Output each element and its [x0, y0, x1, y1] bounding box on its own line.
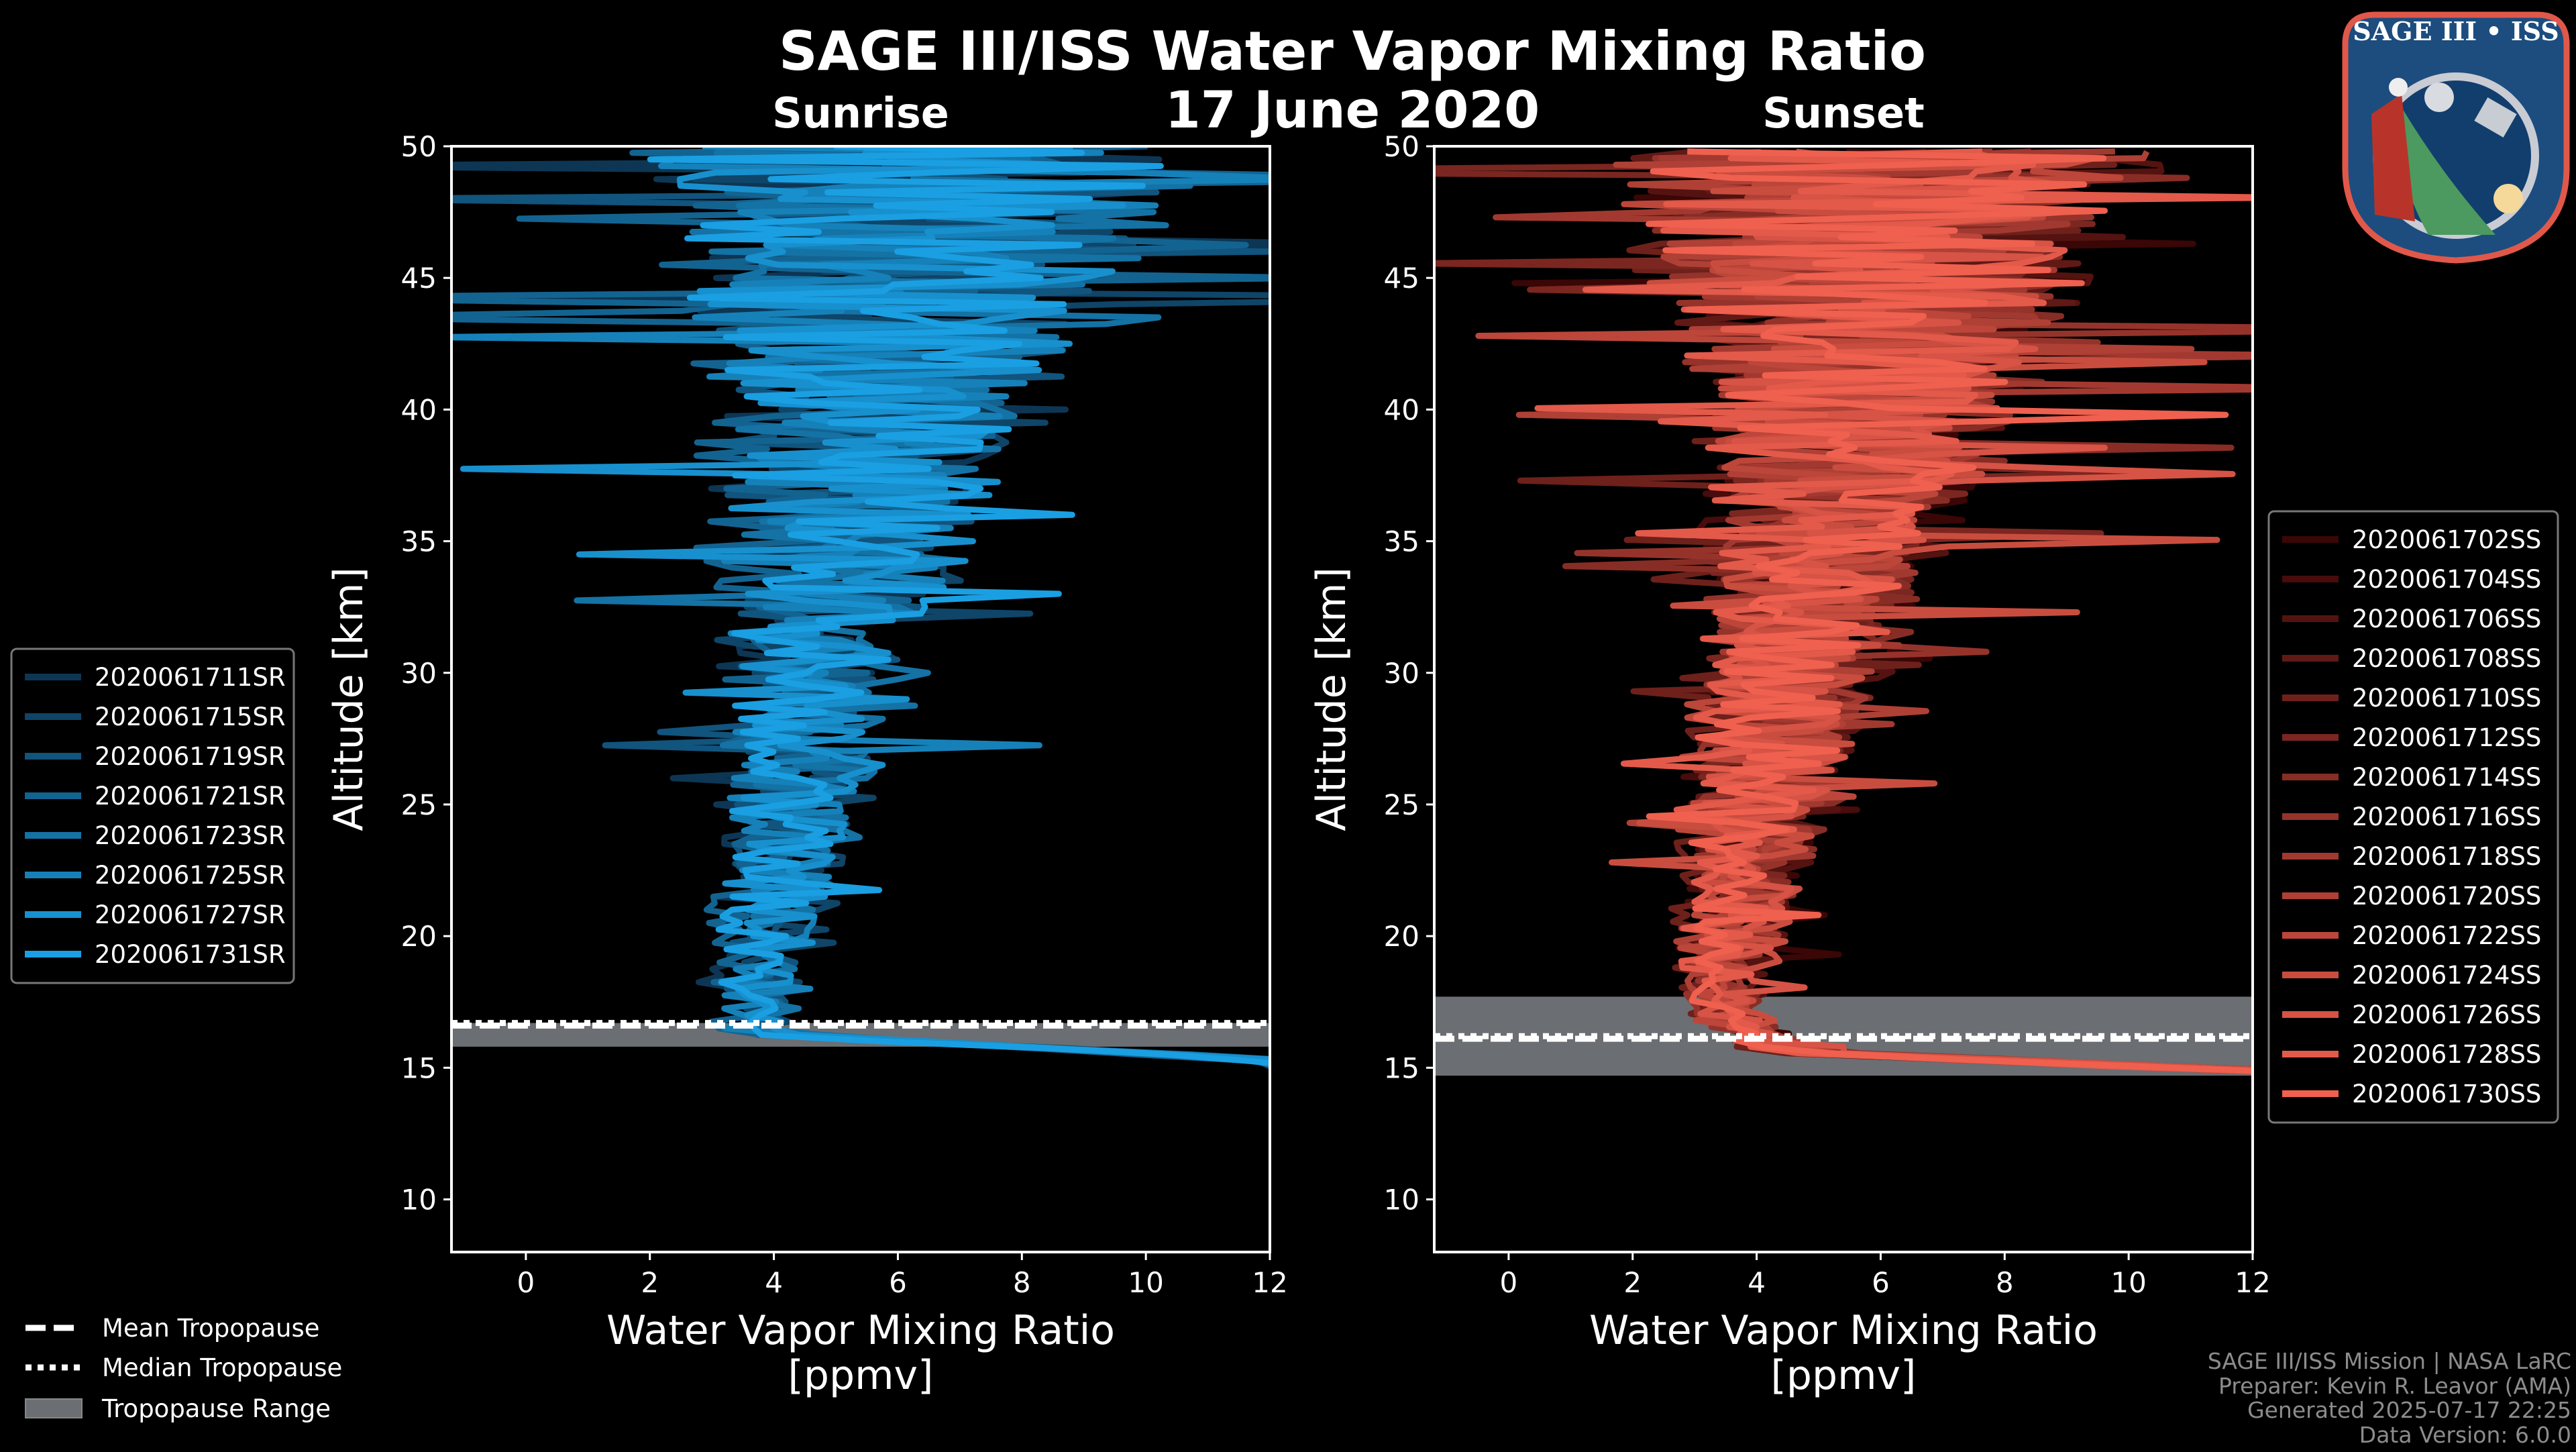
sunrise-panel: 0 2 4 6 8 10 12 10 15 20 25 30 35 40 45 50 Water Vapor M…	[325, 130, 1288, 1399]
y-tick-label: 40	[401, 393, 437, 426]
profile-line-2020061730SS	[1646, 148, 2253, 1074]
panel-title-sunrise: Sunrise	[772, 89, 949, 138]
x-tick-label: 10	[2110, 1266, 2146, 1299]
legend-label: 2020061714SS	[2352, 763, 2541, 792]
axes-frame	[1433, 145, 2254, 1253]
plot-area	[1434, 148, 2253, 1076]
legend-label: 2020061730SS	[2352, 1080, 2541, 1108]
legend-label: 2020061725SR	[95, 861, 286, 890]
legend-label: 2020061722SS	[2352, 921, 2541, 950]
legend-label: 2020061702SS	[2352, 525, 2541, 554]
profile-line-2020061728SS	[1534, 148, 2253, 1074]
y-tick-label: 45	[401, 262, 437, 295]
x-axis-label: Water Vapor Mixing Ratio	[1589, 1307, 2098, 1354]
y-axis-label: Altitude [km]	[325, 567, 372, 831]
median-tropopause-label: Median Tropopause	[102, 1353, 342, 1382]
y-tick-label: 30	[401, 657, 437, 690]
y-tick-label: 20	[401, 920, 437, 953]
mean-tropopause-label: Mean Tropopause	[102, 1314, 320, 1343]
x-tick-label: 12	[1252, 1266, 1287, 1299]
x-tick-label: 6	[889, 1266, 907, 1299]
sage-iii-iss-mission-logo: SAGE III • ISS	[2342, 11, 2570, 264]
x-tick-label: 12	[2235, 1266, 2270, 1299]
credits: SAGE III/ISS Mission | NASA LaRC Prepare…	[2208, 1348, 2571, 1448]
y-tick-label: 15	[1384, 1051, 1419, 1084]
x-tick-label: 10	[1128, 1266, 1163, 1299]
legend-label: 2020061724SS	[2352, 961, 2541, 990]
legend-box	[2267, 510, 2559, 1124]
x-tick-label: 0	[517, 1266, 535, 1299]
legend-label: 2020061708SS	[2352, 644, 2541, 673]
series-legend: 2020061702SS 2020061704SS 2020061706SS 2020…	[2267, 510, 2559, 1124]
y-axis-label: Altitude [km]	[1308, 567, 1355, 831]
panel-title-sunset: Sunset	[1762, 89, 1925, 138]
figure-title: SAGE III/ISS Water Vapor Mixing Ratio	[779, 20, 1926, 83]
tropopause-legend: Mean Tropopause Median Tropopause Tropop…	[25, 1314, 342, 1423]
legend-label: 2020061731SR	[95, 940, 286, 969]
logo-moon	[2424, 83, 2454, 112]
legend-label: 2020061715SR	[95, 703, 286, 731]
x-tick-label: 8	[1996, 1266, 2014, 1299]
legend-label: 2020061721SR	[95, 782, 286, 811]
y-tick-label: 40	[1384, 393, 1419, 426]
y-tick-label: 15	[401, 1051, 437, 1084]
legend-label: 2020061728SS	[2352, 1040, 2541, 1069]
profile-line-2020061731SR	[647, 146, 1270, 1067]
series-legend: 2020061711SR 2020061715SR 2020061719SR 2020…	[10, 647, 295, 984]
y-tick-label: 45	[1384, 262, 1419, 295]
credit-line: Preparer: Kevin R. Leavor (AMA)	[2218, 1373, 2571, 1399]
credit-line: SAGE III/ISS Mission | NASA LaRC	[2208, 1348, 2571, 1374]
legend-label: 2020061711SR	[95, 663, 286, 692]
y-tick-label: 30	[1384, 657, 1419, 690]
logo-text: SAGE III • ISS	[2353, 16, 2559, 46]
legend-label: 2020061710SS	[2352, 684, 2541, 713]
credit-line: Generated 2025-07-17 22:25	[2247, 1397, 2571, 1423]
x-axis-label: Water Vapor Mixing Ratio	[606, 1307, 1115, 1354]
x-axis-label-units: [ppmv]	[1771, 1352, 1917, 1399]
x-axis-label-units: [ppmv]	[788, 1352, 934, 1399]
logo-earth	[2398, 107, 2496, 235]
tropopause-range-swatch	[25, 1398, 83, 1418]
x-tick-label: 4	[1748, 1266, 1766, 1299]
legend-label: 2020061704SS	[2352, 565, 2541, 594]
y-tick-label: 50	[1384, 130, 1419, 163]
legend-label: 2020061706SS	[2352, 605, 2541, 633]
legend-label: 2020061719SR	[95, 742, 286, 771]
logo-staff-orb	[2389, 78, 2408, 97]
legend-box	[10, 647, 295, 984]
tropopause-range-label: Tropopause Range	[101, 1394, 331, 1423]
x-tick-label: 6	[1872, 1266, 1890, 1299]
y-tick-label: 25	[401, 788, 437, 821]
x-tick-label: 4	[765, 1266, 783, 1299]
figure-date: 17 June 2020	[1165, 80, 1540, 140]
sunset-panel: 0 2 4 6 8 10 12 10 15 20 25 30 35 40 45 50 Water Vapor M…	[1308, 130, 2271, 1399]
x-tick-label: 2	[1623, 1266, 1642, 1299]
plot-area	[451, 146, 1270, 1070]
legend-label: 2020061726SS	[2352, 1000, 2541, 1029]
logo-wizard	[2371, 94, 2415, 221]
logo-sun	[2493, 184, 2523, 213]
profile-line-2020061727SR	[460, 146, 1270, 1063]
legend-label: 2020061718SS	[2352, 842, 2541, 871]
legend-label: 2020061716SS	[2352, 802, 2541, 831]
y-tick-label: 50	[401, 130, 437, 163]
legend-label: 2020061720SS	[2352, 882, 2541, 911]
y-tick-label: 20	[1384, 920, 1419, 953]
y-tick-label: 35	[401, 525, 437, 558]
credit-line: Data Version: 6.0.0	[2359, 1422, 2571, 1448]
y-tick-label: 25	[1384, 788, 1419, 821]
y-tick-label: 35	[1384, 525, 1419, 558]
x-tick-label: 2	[641, 1266, 659, 1299]
y-tick-label: 10	[401, 1184, 437, 1216]
x-tick-label: 0	[1500, 1266, 1518, 1299]
legend-label: 2020061727SR	[95, 900, 286, 929]
axes-frame	[450, 145, 1271, 1253]
legend-label: 2020061712SS	[2352, 723, 2541, 752]
logo-iss	[2474, 97, 2517, 138]
y-tick-label: 10	[1384, 1184, 1419, 1216]
x-tick-label: 8	[1013, 1266, 1031, 1299]
legend-label: 2020061723SR	[95, 821, 286, 850]
